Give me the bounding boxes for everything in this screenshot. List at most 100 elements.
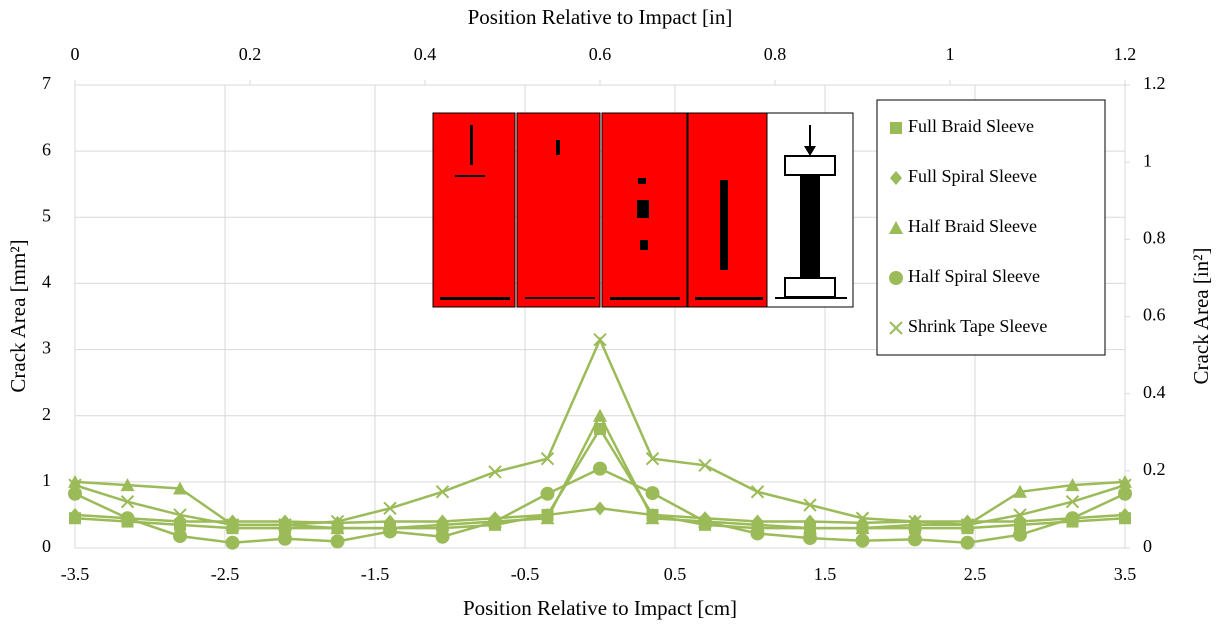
marker bbox=[383, 501, 397, 516]
y2-axis-title: Crack Area [in²] bbox=[1189, 248, 1213, 385]
marker bbox=[1065, 494, 1080, 509]
y-tick-label: 6 bbox=[42, 139, 51, 159]
y2-tick-label: 0.8 bbox=[1143, 227, 1166, 247]
marker bbox=[698, 514, 712, 529]
marker bbox=[855, 511, 870, 525]
marker bbox=[435, 485, 450, 499]
marker bbox=[908, 514, 922, 529]
marker bbox=[1065, 511, 1080, 526]
marker bbox=[173, 529, 187, 544]
marker bbox=[330, 534, 345, 549]
legend-label: Full Spiral Sleeve bbox=[908, 166, 1037, 186]
marker bbox=[645, 511, 660, 525]
marker bbox=[120, 494, 135, 509]
marker bbox=[435, 529, 450, 544]
marker bbox=[890, 122, 902, 134]
marker bbox=[593, 408, 607, 422]
specimen bbox=[800, 175, 820, 278]
x-tick-label: 3.5 bbox=[1114, 564, 1137, 584]
marker bbox=[889, 221, 903, 234]
marker bbox=[1119, 507, 1131, 522]
x-axis-title: Position Relative to Impact [cm] bbox=[463, 596, 737, 620]
marker bbox=[1118, 486, 1132, 501]
x2-tick-label: 0.2 bbox=[239, 44, 262, 64]
marker bbox=[908, 517, 922, 531]
marker bbox=[960, 535, 975, 550]
marker bbox=[698, 458, 712, 473]
legend-label: Half Braid Sleeve bbox=[908, 216, 1037, 236]
marker bbox=[889, 271, 903, 285]
x2-tick-label: 1.2 bbox=[1114, 44, 1137, 64]
marker bbox=[383, 524, 397, 539]
specimen-image bbox=[432, 112, 516, 308]
marker bbox=[594, 422, 606, 435]
y-tick-label: 7 bbox=[42, 73, 51, 93]
x2-tick-label: 0.6 bbox=[589, 44, 612, 64]
marker bbox=[803, 498, 817, 512]
x-tick-label: 1.5 bbox=[814, 564, 837, 584]
marker bbox=[750, 485, 765, 499]
marker bbox=[278, 531, 292, 546]
y-tick-label: 0 bbox=[42, 536, 51, 556]
y-tick-label: 2 bbox=[42, 404, 51, 424]
marker bbox=[488, 465, 502, 479]
marker bbox=[120, 478, 135, 492]
x2-axis-title: Position Relative to Impact [in] bbox=[468, 5, 733, 29]
marker bbox=[69, 507, 81, 522]
impact-arrow bbox=[804, 146, 816, 156]
marker bbox=[889, 321, 903, 335]
x-tick-label: -3.5 bbox=[61, 564, 90, 584]
marker bbox=[803, 531, 817, 546]
x-tick-label: -2.5 bbox=[211, 564, 240, 584]
marker bbox=[1118, 474, 1132, 488]
marker bbox=[593, 332, 607, 347]
marker bbox=[278, 518, 292, 532]
marker bbox=[1118, 478, 1132, 492]
marker bbox=[803, 521, 817, 535]
marker bbox=[225, 518, 240, 532]
y2-tick-label: 0.6 bbox=[1143, 305, 1166, 325]
marker bbox=[330, 514, 345, 529]
marker bbox=[68, 474, 82, 488]
top-cap bbox=[784, 155, 836, 176]
marker bbox=[68, 486, 82, 501]
x-tick-label: -0.5 bbox=[511, 564, 540, 584]
y-tick-label: 5 bbox=[42, 205, 51, 225]
marker bbox=[645, 451, 660, 466]
marker bbox=[908, 532, 922, 547]
y-tick-label: 4 bbox=[42, 272, 51, 292]
crack-marks bbox=[440, 125, 763, 300]
marker bbox=[330, 521, 345, 535]
x2-tick-label: 0.4 bbox=[414, 44, 437, 64]
legend-label: Half Spiral Sleeve bbox=[908, 266, 1040, 286]
marker bbox=[1013, 508, 1027, 522]
marker bbox=[1013, 527, 1027, 542]
x-tick-label: 0.5 bbox=[664, 564, 687, 584]
y2-tick-label: 1.2 bbox=[1143, 73, 1166, 93]
x-tick-label: 2.5 bbox=[964, 564, 987, 584]
marker bbox=[225, 535, 240, 550]
legend-label: Shrink Tape Sleeve bbox=[908, 316, 1047, 336]
marker bbox=[540, 486, 555, 501]
marker bbox=[1065, 478, 1080, 492]
marker bbox=[855, 521, 870, 535]
marker bbox=[1013, 484, 1027, 498]
x2-tick-label: 1 bbox=[946, 44, 955, 64]
y2-tick-label: 1 bbox=[1143, 150, 1152, 170]
marker bbox=[890, 171, 902, 185]
marker bbox=[68, 478, 82, 492]
plot bbox=[68, 332, 1132, 550]
x2-tick-label: 0.8 bbox=[764, 44, 787, 64]
y-axis-title: Crack Area [mm²] bbox=[6, 239, 30, 392]
marker bbox=[173, 481, 187, 495]
y2-tick-label: 0 bbox=[1143, 536, 1152, 556]
marker bbox=[173, 508, 187, 522]
y2-tick-label: 0.4 bbox=[1143, 382, 1166, 402]
x-tick-label: -1.5 bbox=[361, 564, 390, 584]
marker bbox=[488, 514, 502, 529]
marker bbox=[593, 461, 607, 476]
legend bbox=[876, 99, 1106, 356]
marker bbox=[120, 511, 135, 526]
